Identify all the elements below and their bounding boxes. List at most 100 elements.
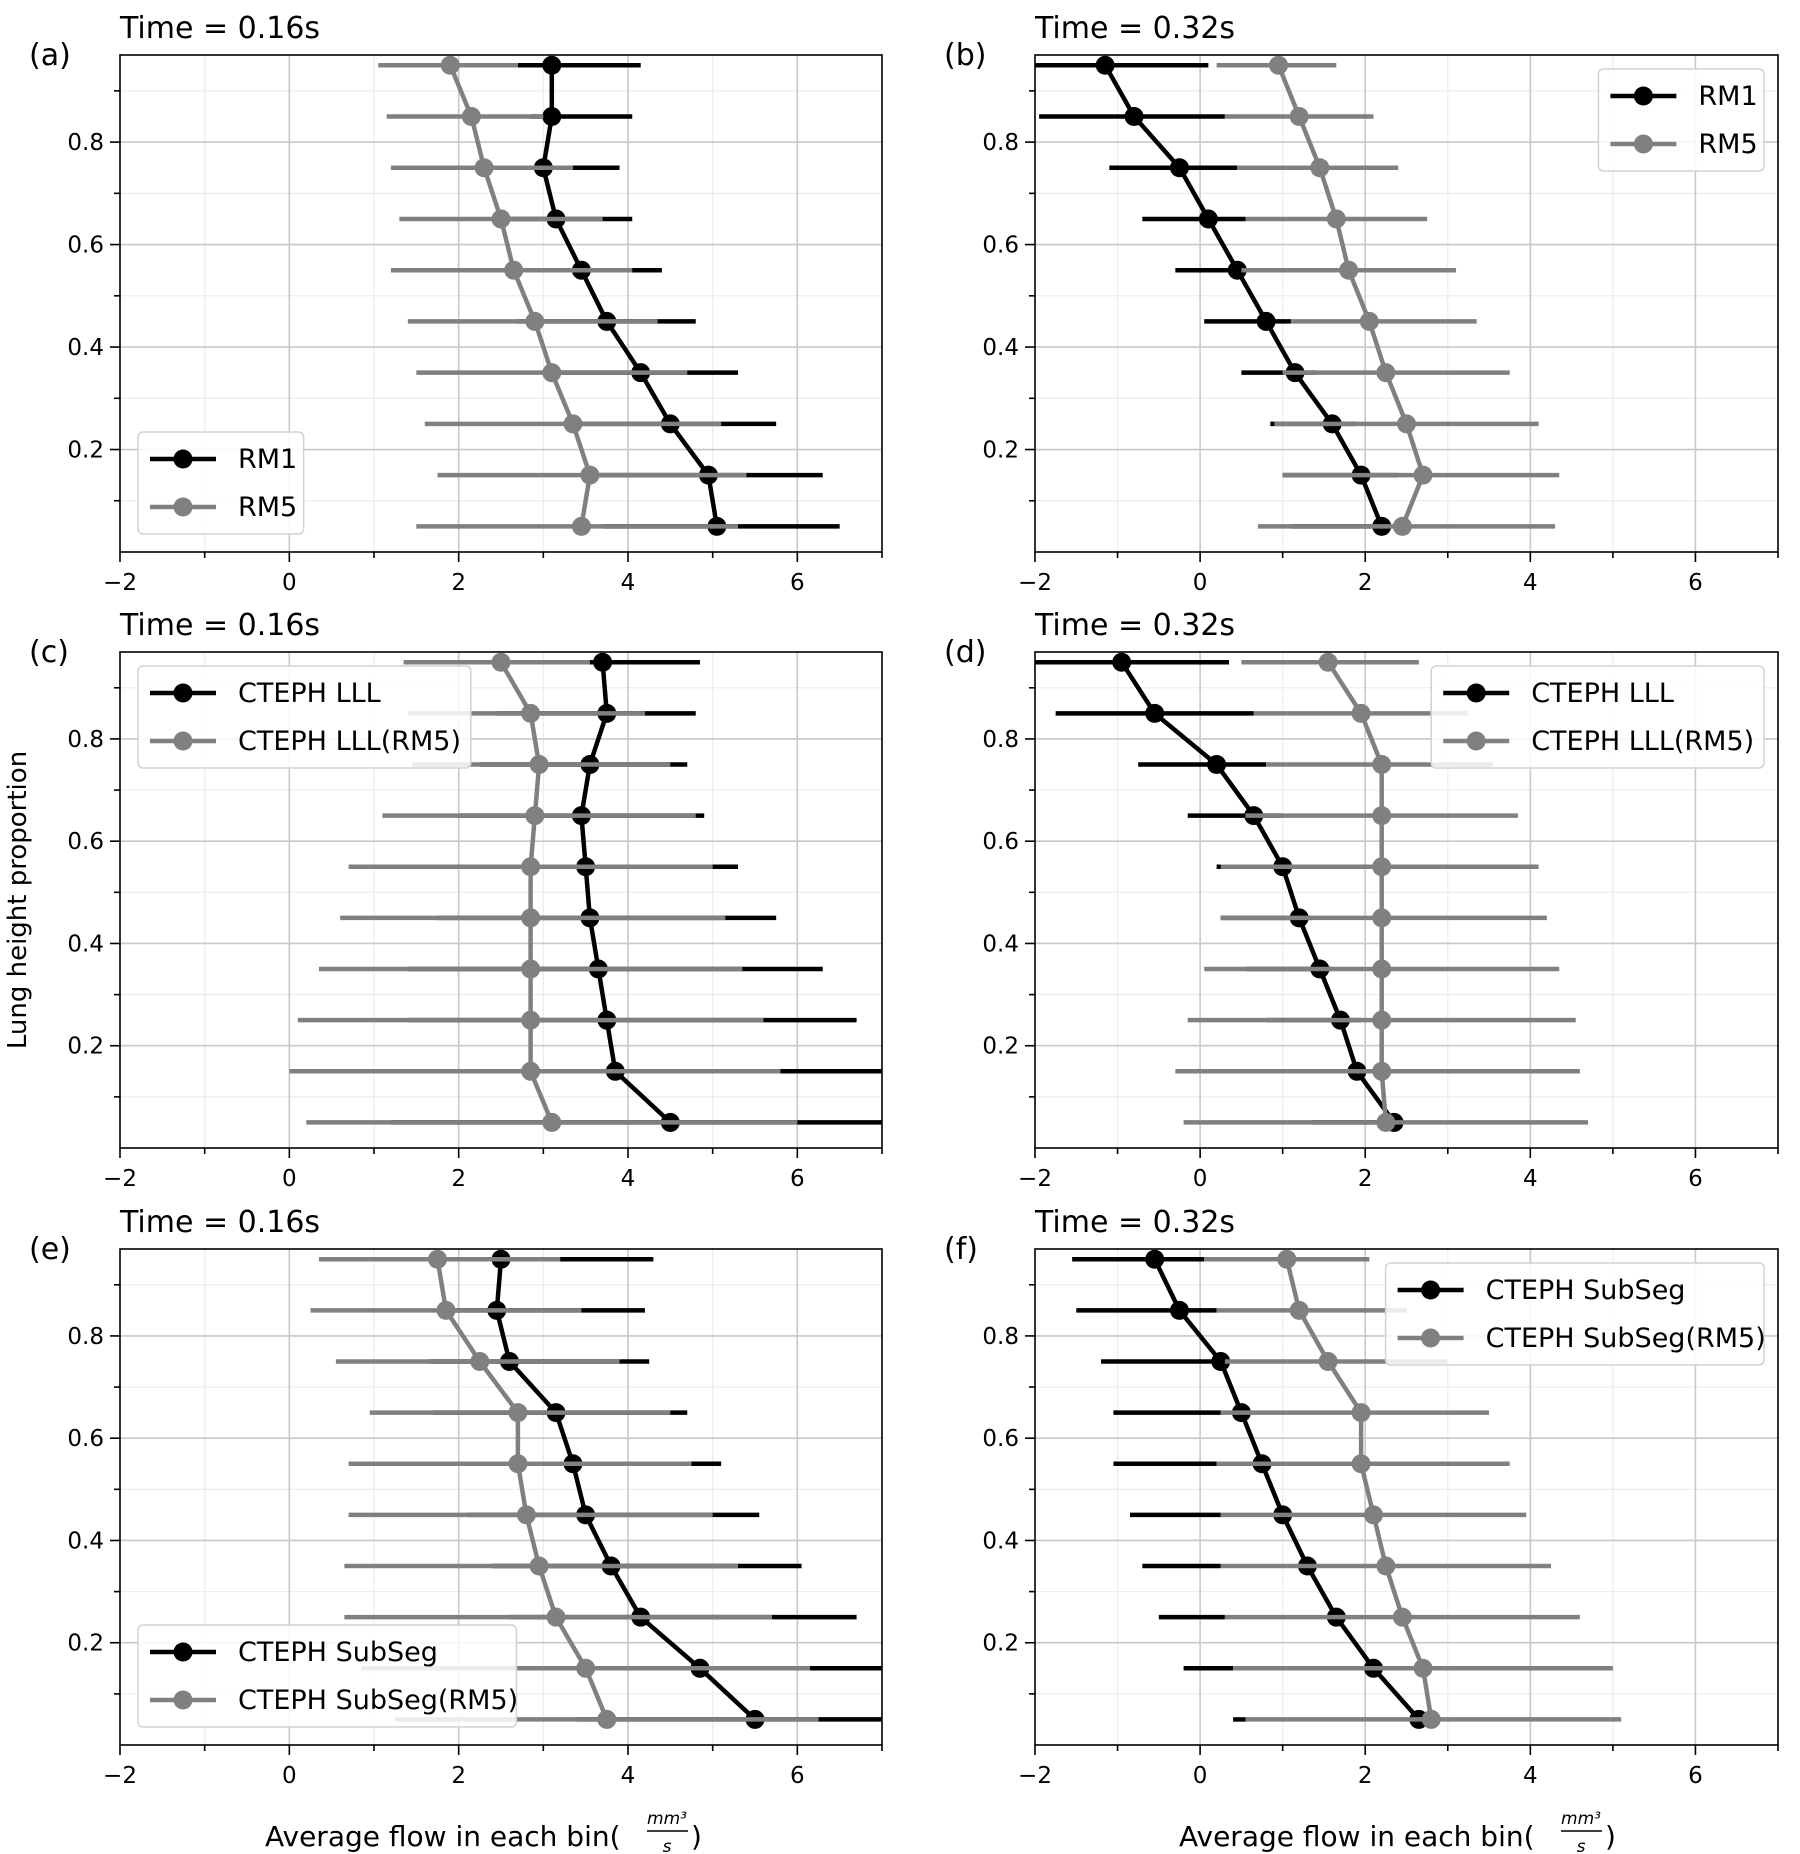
data-point: [542, 363, 562, 383]
data-point: [1145, 703, 1165, 723]
legend-box: [137, 665, 472, 769]
data-point: [1413, 465, 1433, 485]
series-line: [1152, 1258, 1421, 1721]
data-point: [1359, 311, 1379, 331]
x-tick-label: 6: [1688, 1763, 1703, 1789]
data-point: [1376, 363, 1396, 383]
data-point: [491, 209, 511, 229]
x-tick-label: 6: [790, 570, 805, 596]
legend-label: CTEPH LLL(RM5): [238, 726, 461, 757]
x-tick-label: 2: [1358, 1763, 1373, 1789]
legend-label: CTEPH SubSeg(RM5): [238, 1685, 518, 1716]
x-tick-label: 2: [451, 1763, 466, 1789]
x-tick-label: 0: [282, 1763, 297, 1789]
x-tick-label: 4: [621, 1763, 636, 1789]
data-point: [504, 260, 524, 280]
data-point: [1310, 158, 1330, 178]
y-tick-label: 0.8: [67, 1324, 104, 1350]
panel-title: Time = 0.32s: [1034, 11, 1235, 46]
x-tick-label: 4: [1523, 1166, 1538, 1192]
x-tick-label: 6: [1688, 570, 1703, 596]
legend-label: CTEPH SubSeg: [1486, 1275, 1686, 1306]
data-point: [576, 1658, 596, 1678]
y-tick-label: 0.6: [67, 829, 104, 855]
x-axis-label-unit-numerator: mm³: [1561, 1809, 1601, 1829]
series-line: [579, 662, 672, 1125]
legend-label: CTEPH SubSeg(RM5): [1486, 1323, 1766, 1354]
legend: CTEPH LLL CTEPH LLL(RM5): [1430, 665, 1765, 769]
y-tick-label: 0.6: [67, 1426, 104, 1452]
chart-panel-6: −2 0 2 4 6 0.2 0.4 0.6 0.8 Time = 0.32s (f) CTEPH S…: [944, 1205, 1779, 1789]
y-tick-label: 0.8: [982, 130, 1019, 156]
x-tick-label: 0: [282, 1166, 297, 1192]
legend-label: CTEPH SubSeg: [238, 1637, 438, 1668]
x-tick-label: 2: [1358, 1166, 1373, 1192]
data-point: [1289, 106, 1309, 126]
data-point: [521, 959, 541, 979]
series-line: [1284, 1258, 1434, 1720]
data-point: [1256, 311, 1276, 331]
data-point: [461, 106, 481, 126]
series-line: [435, 1258, 609, 1721]
data-point: [571, 516, 591, 536]
x-axis-label-right: Average flow in each bin( mm³ s ): [1179, 1809, 1616, 1854]
legend: CTEPH SubSeg CTEPH SubSeg(RM5): [1384, 1262, 1766, 1366]
y-tick-label: 0.4: [982, 1528, 1019, 1554]
y-tick-label: 0.2: [67, 1034, 104, 1060]
data-point: [580, 465, 600, 485]
legend-box: [1430, 665, 1765, 769]
y-tick-label: 0.2: [67, 1631, 104, 1657]
panel-label: (a): [29, 38, 71, 73]
series-dark: [1072, 1249, 1429, 1729]
legend-marker: [1421, 1280, 1441, 1300]
y-tick-label: 0.2: [982, 1631, 1019, 1657]
x-tick-label: 4: [621, 1166, 636, 1192]
data-point: [1339, 260, 1359, 280]
legend: RM1 RM5: [137, 431, 305, 535]
x-tick-label: −2: [1018, 570, 1052, 596]
data-point: [1169, 158, 1189, 178]
y-tick-label: 0.6: [982, 233, 1019, 259]
legend-marker: [173, 449, 193, 469]
plot-frame: [1034, 1248, 1779, 1746]
data-point: [440, 55, 460, 75]
legend-marker: [173, 731, 193, 751]
data-point: [1397, 414, 1416, 434]
x-axis-label-unit-denominator: s: [1577, 1837, 1586, 1854]
chart-panel-3: −2 0 2 4 6 0.2 0.4 0.6 0.8 Time = 0.16s (c) CTEPH L…: [29, 608, 883, 1192]
data-point: [1124, 106, 1144, 126]
data-point: [542, 106, 562, 126]
y-tick-label: 0.8: [67, 727, 104, 753]
data-point: [1413, 1658, 1433, 1678]
data-point: [1198, 209, 1218, 229]
data-point: [1363, 1505, 1383, 1525]
x-tick-label: 2: [451, 1166, 466, 1192]
y-tick-label: 0.8: [982, 727, 1019, 753]
data-point: [521, 1061, 541, 1081]
x-tick-label: −2: [1018, 1166, 1052, 1192]
chart-panel-1: −2 0 2 4 6 0.2 0.4 0.6 0.8 Time = 0.16s (a) RM1 RM5: [29, 11, 883, 596]
legend-label: RM1: [1698, 81, 1757, 112]
legend-label: RM5: [1698, 129, 1757, 160]
x-axis-label-unit-numerator: mm³: [647, 1809, 687, 1829]
series-gray: [310, 1249, 819, 1729]
data-point: [542, 1112, 562, 1132]
legend: CTEPH LLL CTEPH LLL(RM5): [137, 665, 472, 769]
data-point: [525, 806, 545, 826]
data-point: [491, 652, 511, 672]
y-tick-label: 0.4: [982, 335, 1019, 361]
data-point: [1289, 1300, 1309, 1320]
data-point: [1211, 1351, 1231, 1371]
data-point: [428, 1249, 447, 1269]
y-tick-label: 0.6: [982, 1426, 1019, 1452]
y-tick-label: 0.6: [982, 829, 1019, 855]
legend-label: CTEPH LLL: [1531, 678, 1674, 709]
x-tick-label: 0: [1193, 1763, 1208, 1789]
x-tick-label: 0: [282, 570, 297, 596]
data-point: [542, 55, 562, 75]
chart-panel-5: −2 0 2 4 6 0.2 0.4 0.6 0.8 Time = 0.16s (e) CTEPH S…: [29, 1205, 883, 1789]
data-point: [521, 703, 541, 723]
